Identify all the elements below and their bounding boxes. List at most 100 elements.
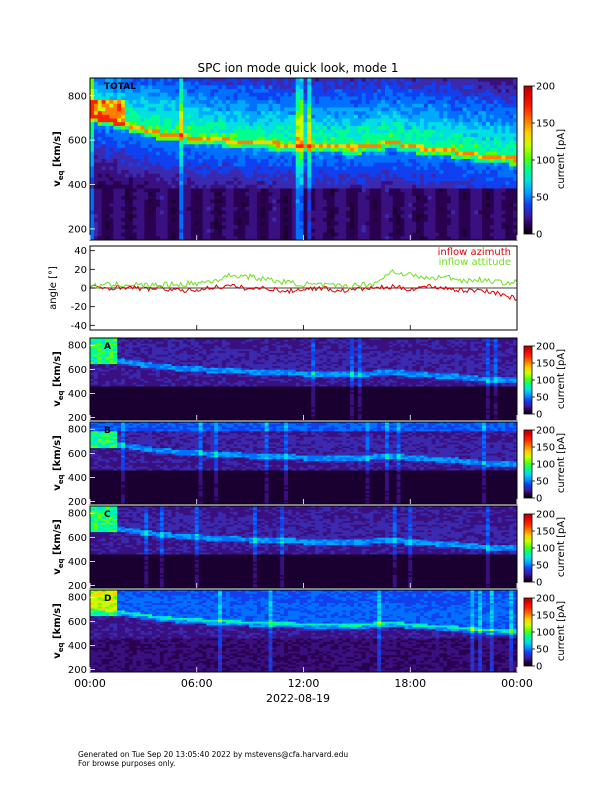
heatmap-cell: [366, 181, 370, 185]
heatmap-cell: [133, 225, 137, 229]
heatmap-cell: [172, 78, 176, 82]
heatmap-cell: [117, 107, 121, 111]
heatmap-cell: [272, 126, 276, 130]
heatmap-cell: [148, 82, 152, 86]
heatmap-cell: [222, 155, 226, 159]
heatmap-cell: [315, 185, 319, 189]
heatmap-cell: [172, 177, 176, 181]
heatmap-cell: [102, 203, 106, 207]
heatmap-cell: [249, 78, 253, 82]
heatmap-cell: [238, 96, 242, 100]
heatmap-cell: [311, 163, 315, 167]
heatmap-cell: [300, 192, 304, 196]
heatmap-cell: [106, 229, 110, 233]
heatmap-cell: [350, 203, 354, 207]
heatmap-cell: [338, 96, 342, 100]
heatmap-cell: [199, 185, 203, 189]
heatmap-cell: [222, 133, 226, 137]
heatmap-cell: [335, 188, 339, 192]
heatmap-cell: [156, 225, 160, 229]
heatmap-cell: [249, 137, 253, 141]
heatmap-cell: [90, 148, 94, 152]
heatmap-cell: [113, 122, 117, 126]
heatmap-cell: [397, 126, 401, 130]
heatmap-cell: [315, 141, 319, 145]
heatmap-cell: [509, 155, 513, 159]
heatmap-cell: [474, 122, 478, 126]
heatmap-cell: [443, 159, 447, 163]
heatmap-cell: [408, 174, 412, 178]
heatmap-cell: [432, 225, 436, 229]
heatmap-cell: [369, 130, 373, 134]
heatmap-cell: [307, 159, 311, 163]
heatmap-cell: [498, 85, 502, 89]
heatmap-cell: [439, 166, 443, 170]
heatmap-cell: [424, 141, 428, 145]
heatmap-cell: [191, 222, 195, 226]
heatmap-cell: [187, 96, 191, 100]
heatmap-cell: [459, 96, 463, 100]
heatmap-cell: [210, 137, 214, 141]
heatmap-cell: [354, 111, 358, 115]
heatmap-cell: [474, 85, 478, 89]
heatmap-cell: [323, 122, 327, 126]
heatmap-cell: [230, 174, 234, 178]
heatmap-cell: [300, 141, 304, 145]
heatmap-cell: [210, 152, 214, 156]
heatmap-cell: [148, 130, 152, 134]
heatmap-cell: [435, 96, 439, 100]
heatmap-cell: [109, 192, 113, 196]
heatmap-cell: [486, 126, 490, 130]
heatmap-cell: [420, 111, 424, 115]
heatmap-cell: [296, 211, 300, 215]
heatmap-cell: [304, 122, 308, 126]
heatmap-cell: [463, 104, 467, 108]
heatmap-cell: [245, 137, 249, 141]
heatmap-cell: [238, 200, 242, 204]
heatmap-cell: [451, 181, 455, 185]
heatmap-cell: [113, 177, 117, 181]
heatmap-cell: [296, 89, 300, 93]
heatmap-cell: [505, 233, 509, 237]
heatmap-cell: [117, 155, 121, 159]
heatmap-cell: [172, 93, 176, 97]
heatmap-cell: [183, 107, 187, 111]
heatmap-cell: [230, 200, 234, 204]
heatmap-cell: [420, 159, 424, 163]
heatmap-cell: [206, 100, 210, 104]
heatmap-cell: [432, 144, 436, 148]
heatmap-cell: [397, 107, 401, 111]
heatmap-cell: [350, 174, 354, 178]
heatmap-cell: [222, 93, 226, 97]
heatmap-cell: [412, 85, 416, 89]
heatmap-cell: [125, 137, 129, 141]
heatmap-cell: [385, 181, 389, 185]
heatmap-cell: [467, 174, 471, 178]
colorbar: 050100150200current [pA]: [524, 82, 567, 241]
heatmap-cell: [416, 203, 420, 207]
heatmap-cell: [172, 174, 176, 178]
heatmap-cell: [412, 126, 416, 130]
heatmap-cell: [435, 152, 439, 156]
heatmap-cell: [331, 214, 335, 218]
heatmap-cell: [106, 96, 110, 100]
heatmap-cell: [238, 141, 242, 145]
heatmap-cell: [245, 200, 249, 204]
heatmap-cell: [416, 214, 420, 218]
heatmap-cell: [385, 122, 389, 126]
heatmap-cell: [106, 100, 110, 104]
heatmap-cell: [234, 107, 238, 111]
heatmap-cell: [358, 177, 362, 181]
heatmap-cell: [133, 207, 137, 211]
heatmap-cell: [366, 152, 370, 156]
heatmap-cell: [160, 185, 164, 189]
heatmap-cell: [505, 137, 509, 141]
heatmap-cell: [412, 181, 416, 185]
heatmap-cell: [113, 93, 117, 97]
heatmap-cell: [199, 192, 203, 196]
heatmap-cell: [156, 115, 160, 119]
heatmap-cell: [199, 126, 203, 130]
heatmap-cell: [164, 218, 168, 222]
heatmap-cell: [354, 185, 358, 189]
heatmap-cell: [98, 166, 102, 170]
